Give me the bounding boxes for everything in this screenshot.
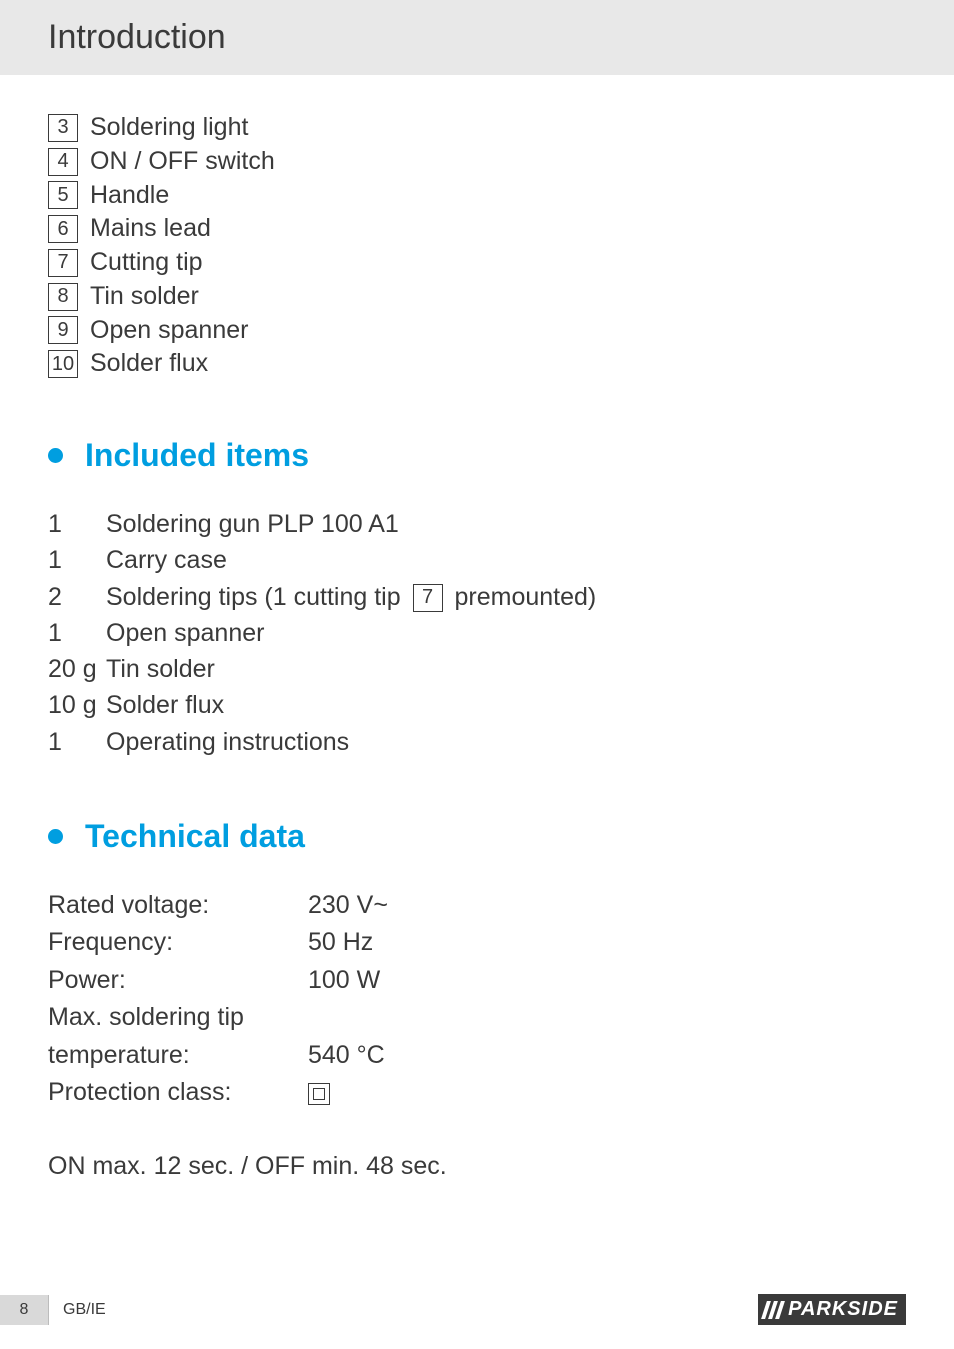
- part-number-box: 3: [48, 114, 78, 142]
- page-title: Introduction: [48, 18, 226, 56]
- included-row: 1 Open spanner: [48, 615, 906, 651]
- part-number-box: 9: [48, 316, 78, 344]
- brand-text: PARKSIDE: [788, 1298, 898, 1321]
- included-qty: 1: [48, 542, 106, 578]
- included-qty: 10 g: [48, 687, 106, 723]
- part-label: Solder flux: [90, 347, 208, 381]
- parts-row: 8 Tin solder: [48, 280, 906, 314]
- technical-label: Protection class:: [48, 1074, 308, 1112]
- included-text-post: premounted): [448, 583, 597, 611]
- part-label: Open spanner: [90, 314, 248, 348]
- included-qty: 1: [48, 724, 106, 760]
- part-number-box: 8: [48, 283, 78, 311]
- parts-row: 10 Solder flux: [48, 347, 906, 381]
- parts-row: 5 Handle: [48, 179, 906, 213]
- technical-label: Frequency:: [48, 924, 308, 962]
- part-number-box: 4: [48, 148, 78, 176]
- parts-row: 4 ON / OFF switch: [48, 145, 906, 179]
- technical-heading-text: Technical data: [85, 818, 305, 855]
- technical-row: temperature: 540 °C: [48, 1037, 906, 1075]
- technical-row: Rated voltage: 230 V~: [48, 887, 906, 925]
- included-heading-text: Included items: [85, 437, 309, 474]
- part-label: Mains lead: [90, 212, 211, 246]
- technical-value: 100 W: [308, 962, 380, 1000]
- included-text: Carry case: [106, 542, 227, 578]
- included-text: Operating instructions: [106, 724, 349, 760]
- included-row: 2 Soldering tips (1 cutting tip 7 premou…: [48, 579, 906, 615]
- included-text: Tin solder: [106, 651, 215, 687]
- included-row: 1 Operating instructions: [48, 724, 906, 760]
- technical-row: Max. soldering tip: [48, 999, 906, 1037]
- brand-badge: PARKSIDE: [758, 1294, 906, 1325]
- included-text: Soldering gun PLP 100 A1: [106, 506, 399, 542]
- technical-label: Rated voltage:: [48, 887, 308, 925]
- parts-row: 6 Mains lead: [48, 212, 906, 246]
- included-section: Included items 1 Soldering gun PLP 100 A…: [48, 437, 906, 760]
- included-text: Solder flux: [106, 687, 224, 723]
- included-row: 10 g Solder flux: [48, 687, 906, 723]
- page-content: 3 Soldering light 4 ON / OFF switch 5 Ha…: [0, 75, 954, 1181]
- protection-class-icon: [308, 1083, 330, 1105]
- technical-row: Protection class:: [48, 1074, 906, 1112]
- part-label: Cutting tip: [90, 246, 203, 280]
- part-number-box: 10: [48, 350, 78, 378]
- included-row: 20 g Tin solder: [48, 651, 906, 687]
- page-number-tab: 8 GB/IE: [0, 1295, 106, 1325]
- part-number-box: 5: [48, 181, 78, 209]
- page-header: Introduction: [0, 0, 954, 75]
- technical-label: Max. soldering tip: [48, 999, 308, 1037]
- part-label: Soldering light: [90, 111, 248, 145]
- technical-label: temperature:: [48, 1037, 308, 1075]
- parts-row: 9 Open spanner: [48, 314, 906, 348]
- parts-list: 3 Soldering light 4 ON / OFF switch 5 Ha…: [48, 111, 906, 381]
- included-text-pre: Soldering tips (1 cutting tip: [106, 583, 408, 611]
- included-qty: 1: [48, 506, 106, 542]
- parts-row: 7 Cutting tip: [48, 246, 906, 280]
- technical-label: Power:: [48, 962, 308, 1000]
- technical-section: Technical data Rated voltage: 230 V~ Fre…: [48, 818, 906, 1112]
- part-number-box: 7: [413, 584, 443, 612]
- technical-value: 50 Hz: [308, 924, 373, 962]
- part-number-box: 7: [48, 249, 78, 277]
- bullet-icon: [48, 829, 63, 844]
- included-qty: 1: [48, 615, 106, 651]
- technical-value: [308, 1074, 330, 1112]
- included-row: 1 Soldering gun PLP 100 A1: [48, 506, 906, 542]
- part-label: ON / OFF switch: [90, 145, 275, 179]
- included-text: Soldering tips (1 cutting tip 7 premount…: [106, 579, 596, 615]
- part-label: Tin solder: [90, 280, 199, 314]
- section-heading-included: Included items: [48, 437, 906, 474]
- page-number: 8: [0, 1295, 48, 1325]
- parts-row: 3 Soldering light: [48, 111, 906, 145]
- technical-value: 230 V~: [308, 887, 388, 925]
- included-qty: 20 g: [48, 651, 106, 687]
- on-off-note: ON max. 12 sec. / OFF min. 48 sec.: [48, 1152, 906, 1181]
- included-qty: 2: [48, 579, 106, 615]
- technical-row: Frequency: 50 Hz: [48, 924, 906, 962]
- page-footer: 8 GB/IE PARKSIDE: [0, 1294, 954, 1325]
- part-label: Handle: [90, 179, 169, 213]
- brand-stripes-icon: [764, 1301, 782, 1319]
- included-text: Open spanner: [106, 615, 264, 651]
- technical-value: 540 °C: [308, 1037, 385, 1075]
- technical-row: Power: 100 W: [48, 962, 906, 1000]
- region-code: GB/IE: [48, 1295, 106, 1325]
- bullet-icon: [48, 448, 63, 463]
- part-number-box: 6: [48, 215, 78, 243]
- section-heading-technical: Technical data: [48, 818, 906, 855]
- included-row: 1 Carry case: [48, 542, 906, 578]
